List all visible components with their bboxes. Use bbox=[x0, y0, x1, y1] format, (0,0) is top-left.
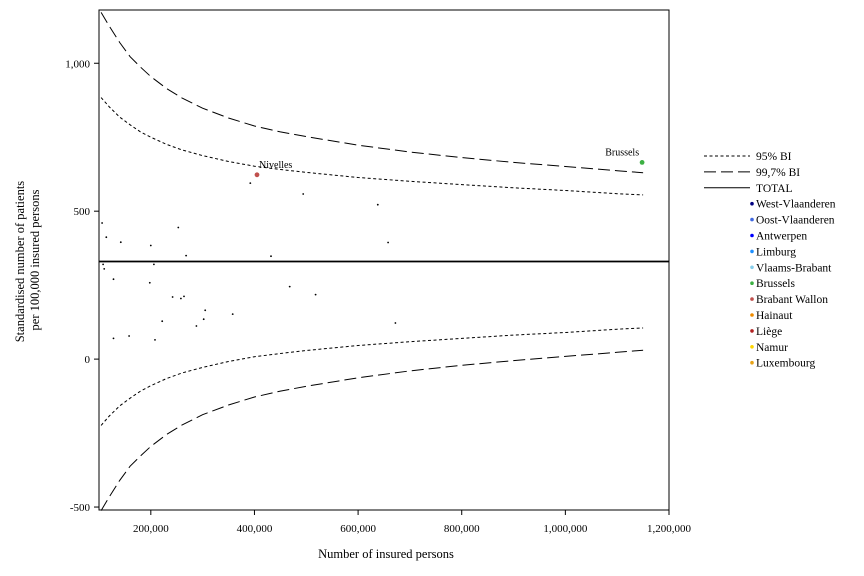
legend-marker bbox=[750, 345, 754, 349]
point-nivelles bbox=[254, 172, 260, 178]
x-tick-label: 600,000 bbox=[340, 523, 376, 535]
legend-label: Antwerpen bbox=[756, 231, 807, 243]
legend-label: Hainaut bbox=[756, 310, 793, 322]
data-point bbox=[180, 297, 182, 300]
y-tick-label: 1,000 bbox=[65, 58, 90, 70]
legend-label: Brabant Wallon bbox=[756, 294, 828, 306]
data-point bbox=[376, 203, 379, 206]
data-point bbox=[204, 309, 207, 312]
data-point bbox=[119, 241, 122, 244]
legend-marker bbox=[750, 233, 754, 238]
legend-marker bbox=[750, 360, 754, 365]
data-point bbox=[288, 285, 291, 288]
point-brussels bbox=[639, 160, 645, 165]
data-point bbox=[112, 337, 115, 340]
data-point bbox=[185, 254, 188, 257]
ci95-lower-line bbox=[100, 327, 644, 426]
data-point bbox=[149, 244, 152, 247]
y-tick-label: -500 bbox=[70, 502, 91, 514]
data-point bbox=[387, 241, 389, 244]
legend-label: TOTAL bbox=[756, 183, 793, 195]
x-tick-label: 1,200,000 bbox=[647, 523, 692, 535]
legend-label: Limburg bbox=[756, 246, 796, 258]
legend-label: 99,7% BI bbox=[756, 167, 800, 179]
legend: 95% BI 99,7% BI TOTAL West-Vlaanderen Oost-V… bbox=[704, 151, 836, 370]
legend-label: Liège bbox=[756, 326, 782, 338]
legend-label: Vlaams-Brabant bbox=[756, 262, 832, 274]
x-axis-title: Number of insured persons bbox=[318, 547, 454, 561]
confidence-bands bbox=[100, 12, 644, 511]
data-point bbox=[394, 322, 397, 324]
y-axis-title: Standardised number of patients per 100,… bbox=[13, 178, 42, 343]
data-points: Nivelles Brussels bbox=[101, 147, 645, 341]
legend-marker bbox=[750, 265, 754, 270]
legend-label: West-Vlaanderen bbox=[756, 199, 836, 211]
data-point bbox=[153, 263, 155, 266]
legend-label: Luxembourg bbox=[756, 358, 815, 370]
data-point bbox=[148, 281, 151, 284]
legend-marker bbox=[750, 201, 754, 206]
legend-marker bbox=[750, 297, 754, 301]
data-point bbox=[105, 236, 108, 239]
legend-label: Brussels bbox=[756, 278, 796, 290]
data-point bbox=[128, 335, 131, 337]
data-point bbox=[112, 278, 115, 281]
ci997-lower-line bbox=[100, 349, 644, 511]
y-axis: -500 0 500 1,000 bbox=[65, 58, 99, 514]
data-point bbox=[171, 296, 174, 298]
y-axis-title-line-2: per 100,000 insured persons bbox=[28, 189, 42, 330]
data-point bbox=[270, 255, 272, 258]
x-tick-label: 400,000 bbox=[237, 523, 273, 535]
data-point bbox=[231, 313, 234, 315]
x-axis: 200,000 400,000 600,000 800,000 1,000,000 1,2… bbox=[133, 510, 692, 535]
data-point bbox=[154, 339, 156, 341]
data-point bbox=[183, 295, 185, 298]
point-label-nivelles: Nivelles bbox=[259, 160, 292, 171]
legend-label: 95% BI bbox=[756, 151, 792, 163]
data-point bbox=[249, 182, 252, 185]
legend-label: Oost-Vlaanderen bbox=[756, 215, 835, 227]
data-point bbox=[101, 222, 103, 224]
legend-marker bbox=[750, 329, 754, 333]
y-axis-title-line-1: Standardised number of patients bbox=[13, 181, 27, 343]
x-tick-label: 1,000,000 bbox=[543, 523, 588, 535]
legend-marker bbox=[750, 281, 754, 286]
data-point bbox=[102, 263, 104, 266]
plot-frame bbox=[98, 9, 670, 511]
legend-label: Namur bbox=[756, 342, 788, 354]
data-point bbox=[161, 320, 164, 323]
data-point bbox=[195, 325, 198, 327]
data-point bbox=[202, 318, 205, 321]
legend-marker bbox=[750, 217, 754, 222]
y-tick-label: 500 bbox=[74, 206, 91, 218]
data-point bbox=[103, 268, 106, 270]
legend-marker bbox=[750, 313, 754, 317]
x-tick-label: 800,000 bbox=[444, 523, 480, 535]
data-point bbox=[302, 193, 305, 195]
data-point bbox=[314, 293, 317, 296]
legend-marker bbox=[750, 249, 754, 254]
point-label-brussels: Brussels bbox=[605, 147, 639, 158]
x-tick-label: 200,000 bbox=[133, 523, 169, 535]
ci997-upper-line bbox=[100, 12, 644, 174]
data-point bbox=[177, 226, 180, 229]
y-tick-label: 0 bbox=[85, 354, 91, 366]
